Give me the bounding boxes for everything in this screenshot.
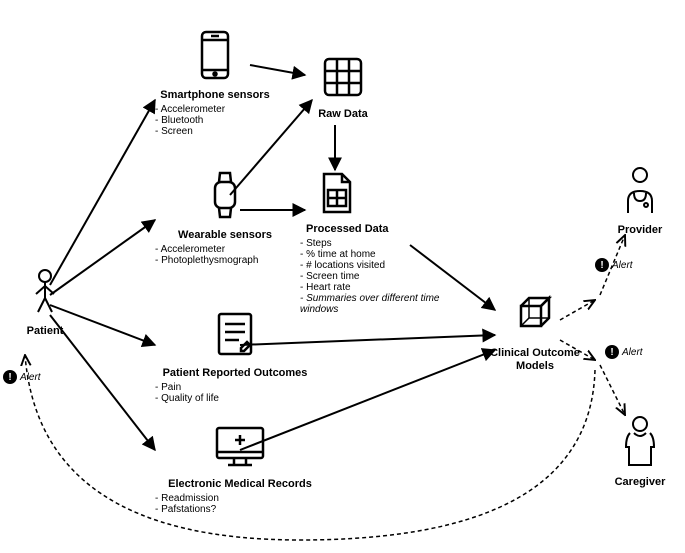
processed-node: Processed Data Steps % time at home # lo… xyxy=(300,172,450,315)
processed-label: Processed Data xyxy=(306,223,450,236)
provider-label: Provider xyxy=(605,224,675,237)
rawdata-node: Raw Data xyxy=(308,55,378,121)
patient-node: Patient xyxy=(10,268,80,338)
wearable-items: Accelerometer Photoplethysmograph xyxy=(155,244,295,266)
caregiver-label: Caregiver xyxy=(605,476,675,489)
processed-items: Steps % time at home # locations visited… xyxy=(300,238,450,315)
caregiver-node: Caregiver xyxy=(605,415,675,489)
wearable-node: Wearable sensors Accelerometer Photoplet… xyxy=(155,170,295,266)
smartphone-node: Smartphone sensors Accelerometer Bluetoo… xyxy=(155,30,275,137)
emr-label: Electronic Medical Records xyxy=(155,478,325,491)
grid-icon xyxy=(321,55,365,104)
emr-items: Readmission Pafstations? xyxy=(155,493,325,515)
alert-patient: ! Alert xyxy=(3,370,41,384)
pro-items: Pain Quality of life xyxy=(155,382,315,404)
spreadsheet-file-icon xyxy=(320,172,354,219)
alert-label: Alert xyxy=(20,372,41,383)
alert-provider: ! Alert xyxy=(595,258,633,272)
smartphone-items: Accelerometer Bluetooth Screen xyxy=(155,104,275,137)
cube-icon xyxy=(511,290,559,343)
provider-node: Provider xyxy=(605,165,675,237)
models-node: Clinical Outcome Models xyxy=(485,290,585,373)
person-icon xyxy=(28,268,62,321)
alert-label: Alert xyxy=(612,260,633,271)
caregiver-icon xyxy=(620,415,660,472)
pro-node: Patient Reported Outcomes Pain Quality o… xyxy=(155,310,315,404)
pro-label: Patient Reported Outcomes xyxy=(155,367,315,380)
models-label: Clinical Outcome Models xyxy=(485,347,585,373)
smartphone-icon xyxy=(198,30,232,85)
emr-node: Electronic Medical Records Readmission P… xyxy=(155,425,325,515)
alert-label: Alert xyxy=(622,347,643,358)
alert-caregiver: ! Alert xyxy=(605,345,643,359)
alert-icon: ! xyxy=(3,370,17,384)
smartphone-label: Smartphone sensors xyxy=(155,89,275,102)
form-icon xyxy=(215,310,255,363)
watch-icon xyxy=(207,170,243,225)
rawdata-label: Raw Data xyxy=(308,108,378,121)
patient-label: Patient xyxy=(10,325,80,338)
alert-icon: ! xyxy=(595,258,609,272)
alert-icon: ! xyxy=(605,345,619,359)
wearable-label: Wearable sensors xyxy=(155,229,295,242)
doctor-icon xyxy=(620,165,660,220)
monitor-plus-icon xyxy=(214,425,266,474)
